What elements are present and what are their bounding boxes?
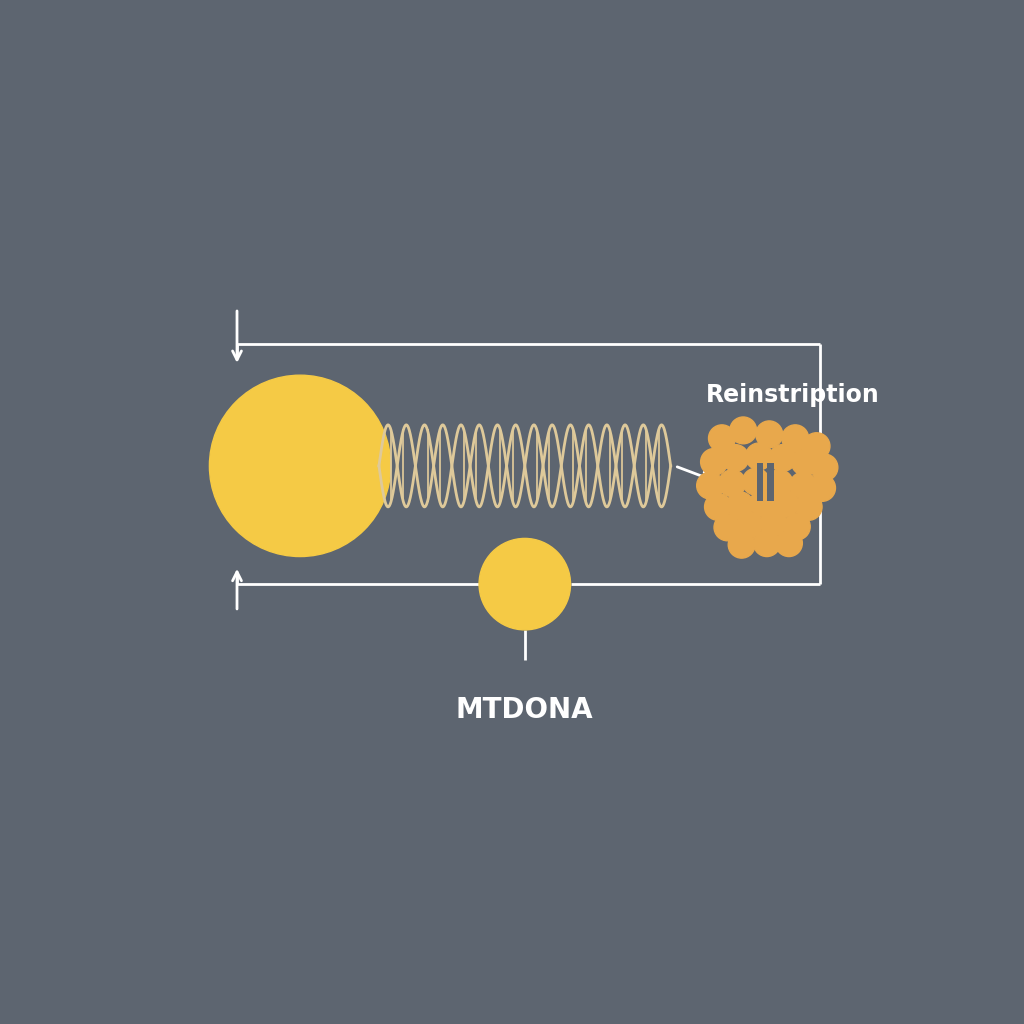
- Circle shape: [722, 444, 749, 471]
- Circle shape: [736, 512, 763, 539]
- Circle shape: [719, 470, 745, 497]
- Circle shape: [796, 494, 822, 520]
- Circle shape: [714, 514, 740, 541]
- Circle shape: [811, 454, 838, 481]
- Circle shape: [700, 449, 727, 475]
- Circle shape: [772, 490, 799, 517]
- Circle shape: [210, 375, 391, 557]
- Circle shape: [783, 513, 810, 540]
- Circle shape: [803, 433, 829, 460]
- Circle shape: [705, 494, 731, 520]
- Bar: [767, 463, 773, 501]
- Circle shape: [775, 529, 803, 557]
- Circle shape: [809, 474, 836, 502]
- Circle shape: [479, 539, 570, 630]
- Circle shape: [730, 417, 757, 443]
- Text: Reinstription: Reinstription: [706, 383, 880, 407]
- Circle shape: [742, 468, 769, 495]
- Circle shape: [696, 472, 724, 499]
- Circle shape: [728, 531, 755, 558]
- Circle shape: [727, 492, 754, 519]
- Circle shape: [756, 421, 782, 447]
- Circle shape: [750, 490, 776, 517]
- Circle shape: [745, 443, 772, 470]
- Circle shape: [769, 444, 796, 471]
- Circle shape: [792, 449, 818, 475]
- Circle shape: [766, 470, 793, 497]
- Circle shape: [790, 472, 816, 499]
- Circle shape: [782, 425, 809, 452]
- Circle shape: [709, 425, 735, 452]
- Circle shape: [754, 529, 780, 557]
- Bar: [757, 463, 763, 501]
- Text: MTDONA: MTDONA: [456, 696, 594, 724]
- Circle shape: [760, 510, 786, 537]
